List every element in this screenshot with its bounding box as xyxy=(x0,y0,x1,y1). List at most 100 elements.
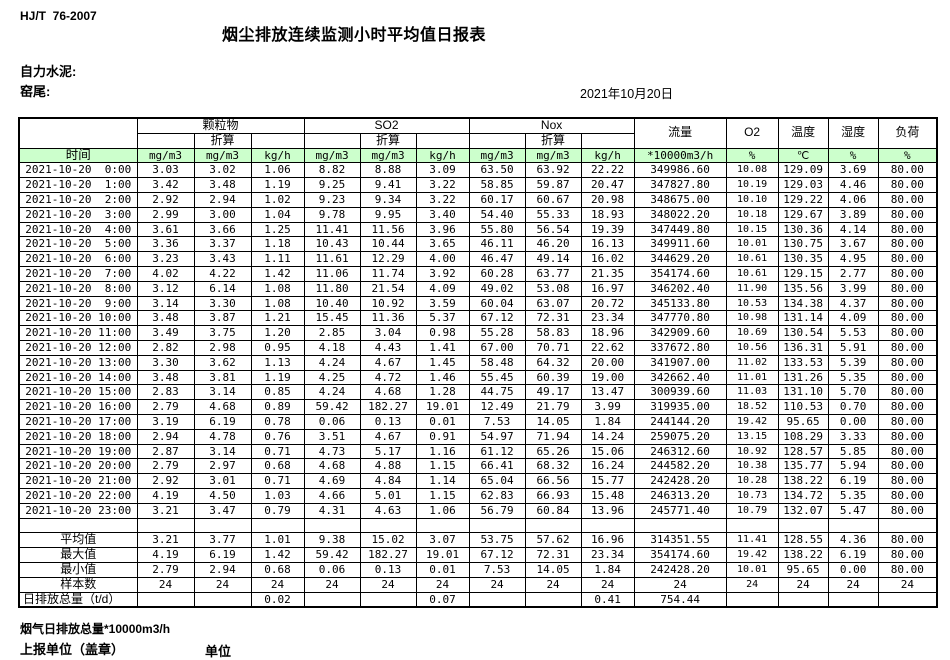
cell-value: 10.15 xyxy=(725,221,779,238)
cell-value: 4.63 xyxy=(359,502,417,519)
table-row: 2021-10-20 16:00 2.79 4.68 0.89 59.42 182.27 1… xyxy=(18,399,938,415)
cell-value: 134.38 xyxy=(777,295,829,312)
cell-value: 24 xyxy=(193,576,252,593)
cell-value: 129.03 xyxy=(777,177,829,193)
cell-value: 20.47 xyxy=(580,177,635,193)
cell-value: 16.97 xyxy=(580,280,635,297)
cell-value: 16.24 xyxy=(580,458,635,475)
cell-value: 1.42 xyxy=(250,265,305,282)
cell-value: 59.42 xyxy=(303,547,361,563)
cell-value: 80.00 xyxy=(877,265,938,282)
units-row: 时间 mg/m3 mg/m3 kg/h mg/m3 mg/m3 kg/h mg/… xyxy=(18,147,938,164)
cell-empty xyxy=(725,517,779,534)
cell-value: 24 xyxy=(303,576,361,593)
cell-value: 80.00 xyxy=(877,487,938,504)
cell-value: 246312.60 xyxy=(633,443,727,460)
cell-value: 342909.60 xyxy=(633,325,727,341)
cell-value: 1.11 xyxy=(250,251,305,267)
cell-value: 135.56 xyxy=(777,280,829,297)
cell-value: 3.48 xyxy=(193,177,252,193)
cell-value: 0.01 xyxy=(415,413,470,430)
cell-value: 10.92 xyxy=(725,443,779,460)
cell-value: 46.20 xyxy=(524,236,582,253)
cell-value: 4.68 xyxy=(193,399,252,415)
cell-value: 80.00 xyxy=(877,325,938,341)
cell-value: 1.14 xyxy=(415,473,470,489)
cell-value: 80.00 xyxy=(877,547,938,563)
cell-value: 80.00 xyxy=(877,310,938,327)
cell-time: 2021-10-20 15:00 xyxy=(18,384,138,401)
cell-value: 24 xyxy=(468,576,526,593)
cell-value: 2.79 xyxy=(136,458,195,475)
cell-value: 3.22 xyxy=(415,177,470,193)
summary-label: 最小值 xyxy=(18,561,138,578)
cell-value: 18.96 xyxy=(580,325,635,341)
cell-time: 2021-10-20 22:00 xyxy=(18,487,138,504)
header-blank xyxy=(580,132,635,149)
cell-value: 5.37 xyxy=(415,310,470,327)
cell-value: 1.02 xyxy=(250,191,305,208)
cell-value: 4.78 xyxy=(193,428,252,445)
cell-value: 3.42 xyxy=(136,177,195,193)
cell-value: 128.57 xyxy=(777,443,829,460)
unit-cell: kg/h xyxy=(415,147,470,164)
cell-value: 24 xyxy=(633,576,727,593)
cell-value: 2.87 xyxy=(136,443,195,460)
cell-value: 9.41 xyxy=(359,177,417,193)
cell-value: 18.93 xyxy=(580,206,635,223)
table-row: 2021-10-20 23:00 3.21 3.47 0.79 4.31 4.63 1.06… xyxy=(18,502,938,519)
table-row: 2021-10-20 4:00 3.61 3.66 1.25 11.41 11.56 3.9… xyxy=(18,221,938,238)
cell-value: 0.06 xyxy=(303,561,361,578)
cell-value: 246313.20 xyxy=(633,487,727,504)
cell-value: 21.79 xyxy=(524,399,582,415)
cell-value: 16.13 xyxy=(580,236,635,253)
table-row: 2021-10-20 0:00 3.03 3.02 1.06 8.82 8.88 3.09 6… xyxy=(18,162,938,179)
table-row: 2021-10-20 20:00 2.79 2.97 0.68 4.68 4.88 1.15… xyxy=(18,458,938,475)
cell-value: 5.70 xyxy=(827,384,879,401)
cell-value: 24 xyxy=(725,576,779,593)
cell-value: 344629.20 xyxy=(633,251,727,267)
cell-value: 3.01 xyxy=(193,473,252,489)
cell-value: 3.59 xyxy=(415,295,470,312)
cell-value: 1.18 xyxy=(250,236,305,253)
cell-value: 1.41 xyxy=(415,339,470,356)
cell-value: 3.48 xyxy=(136,310,195,327)
cell-value: 347770.80 xyxy=(633,310,727,327)
cell-value: 347449.80 xyxy=(633,221,727,238)
cell-value: 80.00 xyxy=(877,458,938,475)
cell-value: 10.53 xyxy=(725,295,779,312)
cell-empty xyxy=(18,517,138,534)
cell-value: 1.06 xyxy=(250,162,305,179)
cell-time: 2021-10-20 20:00 xyxy=(18,458,138,475)
cell-value: 3.92 xyxy=(415,265,470,282)
cell-value: 24 xyxy=(877,576,938,593)
cell-value: 4.02 xyxy=(136,265,195,282)
cell-value: 62.83 xyxy=(468,487,526,504)
cell-value: 11.02 xyxy=(725,354,779,371)
cell-value: 3.09 xyxy=(415,162,470,179)
cell-empty xyxy=(827,517,879,534)
table-row: 2021-10-20 9:00 3.14 3.30 1.08 10.40 10.92 3.5… xyxy=(18,295,938,312)
cell-value: 244582.20 xyxy=(633,458,727,475)
cell-value: 2.99 xyxy=(136,206,195,223)
cell-value: 0.95 xyxy=(250,339,305,356)
cell-value: 0.06 xyxy=(303,413,361,430)
cell-value: 5.53 xyxy=(827,325,879,341)
cell-value: 110.53 xyxy=(777,399,829,415)
cell-value: 4.68 xyxy=(303,458,361,475)
cell-value xyxy=(193,591,252,608)
cell-value: 6.19 xyxy=(827,547,879,563)
cell-value: 3.43 xyxy=(193,251,252,267)
cell-value: 259075.20 xyxy=(633,428,727,445)
cell-value: 4.24 xyxy=(303,384,361,401)
cell-value: 129.15 xyxy=(777,265,829,282)
cell-value: 20.98 xyxy=(580,191,635,208)
cell-time: 2021-10-20 1:00 xyxy=(18,177,138,193)
cell-value: 4.09 xyxy=(827,310,879,327)
cell-value: 0.07 xyxy=(415,591,470,608)
table-row: 2021-10-20 7:00 4.02 4.22 1.42 11.06 11.74 3.9… xyxy=(18,265,938,282)
cell-value: 10.43 xyxy=(303,236,361,253)
cell-value: 23.34 xyxy=(580,310,635,327)
cell-value: 4.14 xyxy=(827,221,879,238)
cell-value xyxy=(777,591,829,608)
